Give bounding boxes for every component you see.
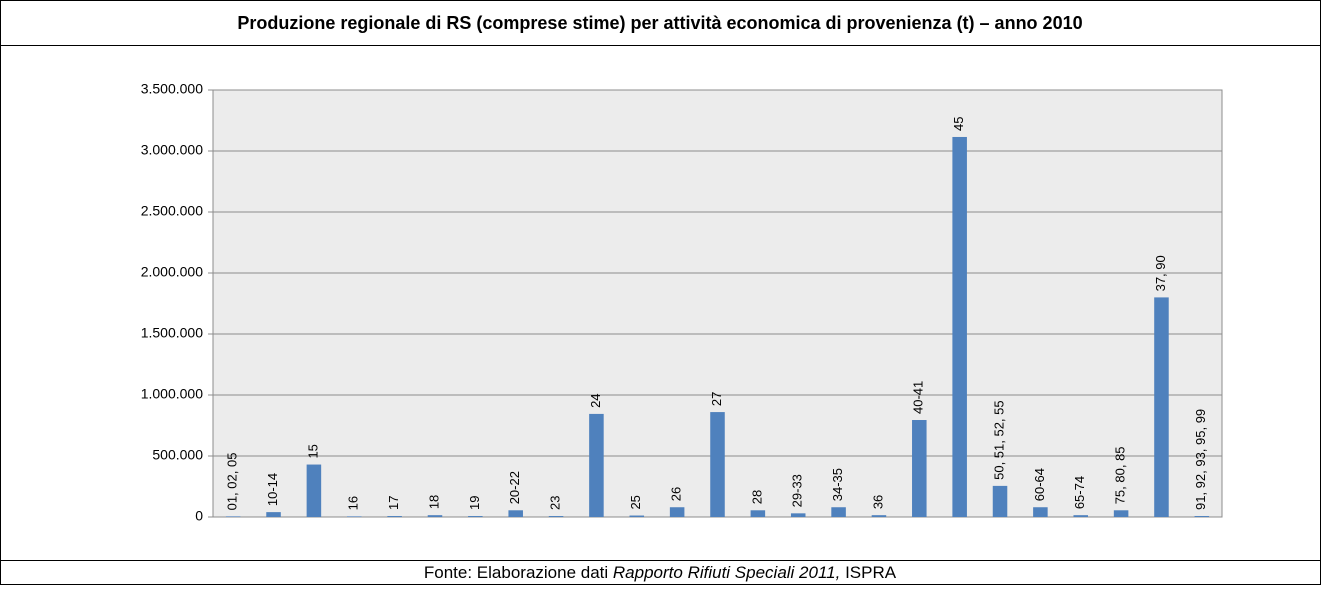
data-label: 15 [305,444,320,458]
bar [710,412,725,517]
data-label: 37, 90 [1153,255,1168,291]
data-label: 16 [346,496,361,510]
data-label: 28 [749,490,764,504]
data-label: 65-74 [1072,476,1087,509]
data-label: 17 [386,496,401,510]
y-tick-label: 3.000.000 [141,142,203,158]
bar [468,516,483,517]
bar [589,413,604,517]
data-label: 23 [547,496,562,510]
bar [790,513,806,517]
bar [306,464,322,517]
bar [1154,297,1169,517]
source-note: Fonte: Elaborazione dati Rapporto Rifiut… [424,563,897,582]
data-label: 20-22 [507,471,522,504]
bar [387,516,402,517]
y-tick-label: 1.500.000 [141,325,203,341]
data-label: 18 [426,495,441,509]
source-text: ISPRA [840,563,896,582]
data-label: 50, 51, 52, 55 [991,400,1006,480]
bar [548,516,564,517]
y-tick-label: 0 [195,508,203,524]
bar [831,507,846,517]
y-tick-label: 2.000.000 [141,264,203,280]
bar [225,516,241,517]
bar [1033,507,1048,517]
data-label: 25 [628,495,643,509]
bar [1194,516,1210,517]
data-label: 40-41 [911,381,926,414]
data-label: 10-14 [265,473,280,506]
bar [871,515,887,517]
data-label: 24 [588,393,603,407]
bar [912,420,927,517]
data-label: 75, 80, 85 [1113,446,1128,504]
bar [427,515,443,517]
data-label: 29-33 [790,474,805,507]
bar [952,136,967,517]
data-label: 36 [870,495,885,509]
bar [629,515,645,517]
source-title: Rapporto Rifiuti Speciali 2011, [613,563,840,582]
data-label: 27 [709,392,724,406]
bar [1113,510,1129,517]
y-tick-label: 1.000.000 [141,386,203,402]
y-tick-label: 3.500.000 [141,81,203,97]
y-tick-label: 2.500.000 [141,203,203,219]
data-label: 26 [669,487,684,501]
chart-title: Produzione regionale di RS (comprese sti… [237,13,1082,33]
y-tick-label: 500.000 [152,447,203,463]
data-label: 60-64 [1032,468,1047,501]
bar [266,512,281,517]
bar [992,485,1008,517]
data-label: 19 [467,496,482,510]
bar [1073,515,1089,517]
bar [750,510,766,517]
data-label: 45 [951,117,966,131]
data-label: 91, 92, 93, 95, 99 [1193,409,1208,510]
bar [508,510,523,517]
bar [346,516,362,517]
data-label: 01, 02, 05 [225,453,240,511]
data-label: 34-35 [830,468,845,501]
source-text: Fonte: Elaborazione dati [424,563,613,582]
bar [669,507,685,517]
